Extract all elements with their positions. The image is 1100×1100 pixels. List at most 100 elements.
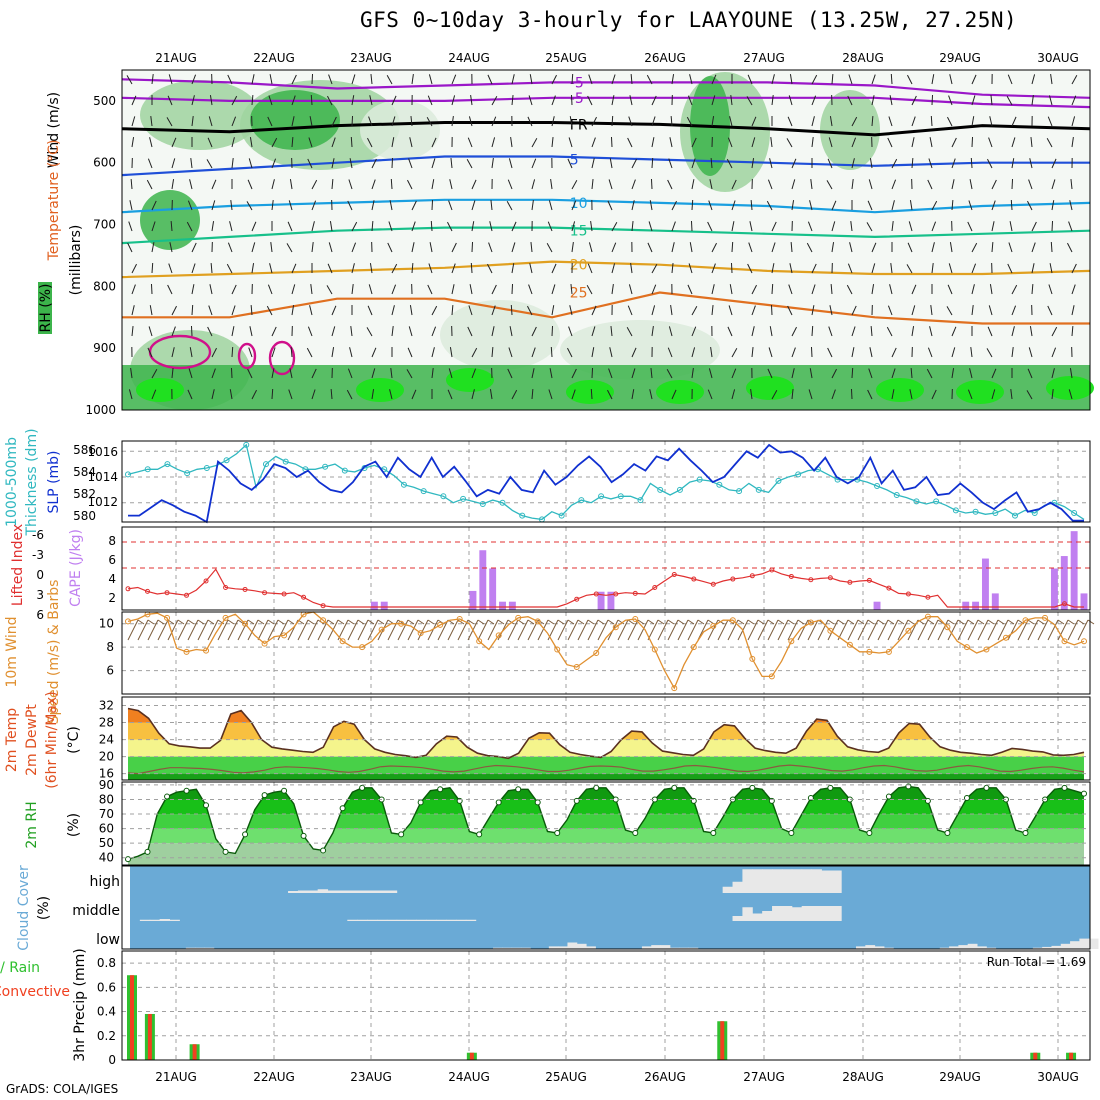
wind10m-barb — [307, 619, 319, 641]
wind-barb — [891, 200, 895, 211]
wind-barb — [191, 95, 195, 106]
wind10m-barb — [1077, 619, 1089, 641]
cloud-middle-bar — [149, 919, 161, 921]
wind-barb — [1047, 116, 1053, 127]
wind-barb — [291, 305, 295, 316]
wind-barb — [311, 242, 314, 253]
wind10m-barb-tick — [357, 619, 365, 625]
wind10m-barb — [567, 619, 579, 641]
wind-barb — [671, 74, 675, 85]
cloud-low-bar — [493, 947, 503, 949]
wind-barb — [771, 74, 775, 85]
temp-line — [127, 707, 1085, 760]
wind-barb — [431, 158, 436, 169]
wind-barb — [191, 242, 197, 253]
wind-barb — [151, 74, 154, 85]
cloud-low-bar — [651, 945, 662, 949]
wind-barb — [368, 284, 373, 295]
wind-barb — [868, 368, 873, 379]
wind-barb — [351, 284, 354, 295]
lifted-index-marker — [593, 591, 599, 597]
lifted-index-marker — [145, 588, 151, 594]
wind-barb — [871, 242, 877, 253]
wind10m-speed-line-marker — [261, 640, 268, 647]
wind-barb — [126, 75, 133, 85]
thickness-line-marker — [972, 508, 979, 515]
rh-contour-fill — [250, 90, 340, 150]
wind-barb — [891, 221, 894, 232]
cloud-middle-bar — [386, 919, 398, 921]
wind-barb — [291, 136, 294, 148]
wind-barb — [611, 284, 614, 295]
wind-barb — [826, 180, 833, 190]
wind-barb — [911, 137, 915, 148]
thickness-line-marker — [1012, 512, 1019, 519]
wind-barb — [871, 74, 876, 85]
wind10m-barb — [477, 619, 489, 641]
wind-barb — [989, 284, 993, 295]
wind-barb — [148, 326, 153, 337]
wind-barb — [570, 94, 573, 106]
wind-barb — [709, 179, 713, 190]
wind10m-barb-tick — [787, 619, 795, 625]
wind10m-speed-line-marker — [788, 638, 795, 645]
wind-barb — [811, 74, 818, 85]
wind-barb — [591, 326, 596, 337]
wind-barb — [927, 179, 933, 190]
wind-barb — [708, 368, 713, 379]
wind-barb — [448, 368, 453, 379]
wind-barb — [531, 158, 537, 169]
rh2m-marker — [242, 831, 249, 838]
wind-barb — [250, 304, 253, 316]
cape-bar — [508, 601, 516, 610]
wind10m-barb-tick — [837, 619, 845, 625]
wind-barb — [827, 347, 833, 358]
wind10m-barb-tick — [867, 619, 875, 625]
wind10m-speed-line-marker — [398, 620, 405, 627]
wind10m-barb — [807, 619, 819, 641]
date-label-bottom: 24AUG — [448, 1070, 490, 1084]
isotherm-label: FR — [570, 117, 588, 133]
cloud-low-bar — [874, 946, 885, 949]
wind10m-speed-line-marker — [534, 618, 541, 625]
wind-barb — [509, 326, 513, 337]
date-label-top: 24AUG — [448, 51, 490, 65]
wind10m-barb-tick — [887, 619, 895, 625]
wind-barb — [369, 263, 373, 274]
wind-barb — [931, 263, 934, 274]
wind-barb — [568, 326, 573, 337]
thickness-line-marker — [400, 481, 407, 488]
wind-barb — [1048, 95, 1053, 106]
wind-barb — [467, 326, 473, 337]
rh2m-marker — [749, 784, 756, 791]
rh2m-marker — [125, 856, 131, 863]
wind-barb — [491, 96, 498, 106]
lifted-index-marker — [886, 585, 892, 591]
wind-tick-label: 6 — [106, 664, 114, 678]
wind-barb — [147, 158, 153, 169]
cloud-background — [130, 866, 1090, 949]
lifted-index-marker — [301, 594, 307, 600]
wind-barb — [151, 221, 156, 232]
date-label-bottom: 21AUG — [155, 1070, 197, 1084]
cloud-middle-bar — [376, 919, 388, 921]
wind-barb — [431, 305, 438, 316]
wind10m-barb — [397, 619, 409, 641]
wind-barb — [349, 158, 353, 169]
lifted-index-marker — [281, 591, 287, 597]
wind-barb — [711, 95, 716, 106]
wind-barb — [251, 74, 255, 85]
rh-band — [128, 828, 1084, 844]
wind-barb — [131, 116, 136, 127]
cloud-middle-bar — [762, 911, 773, 921]
wind-barb — [451, 242, 457, 253]
wind-barb — [251, 242, 256, 253]
wind-barb — [928, 158, 933, 169]
wind10m-speed-line-marker — [807, 619, 814, 626]
wind-barb — [1047, 305, 1053, 316]
wind10m-barb — [207, 619, 219, 641]
wind10m-barb — [447, 619, 459, 641]
wind-barb — [811, 137, 814, 148]
cloud-high-bar — [831, 870, 842, 893]
